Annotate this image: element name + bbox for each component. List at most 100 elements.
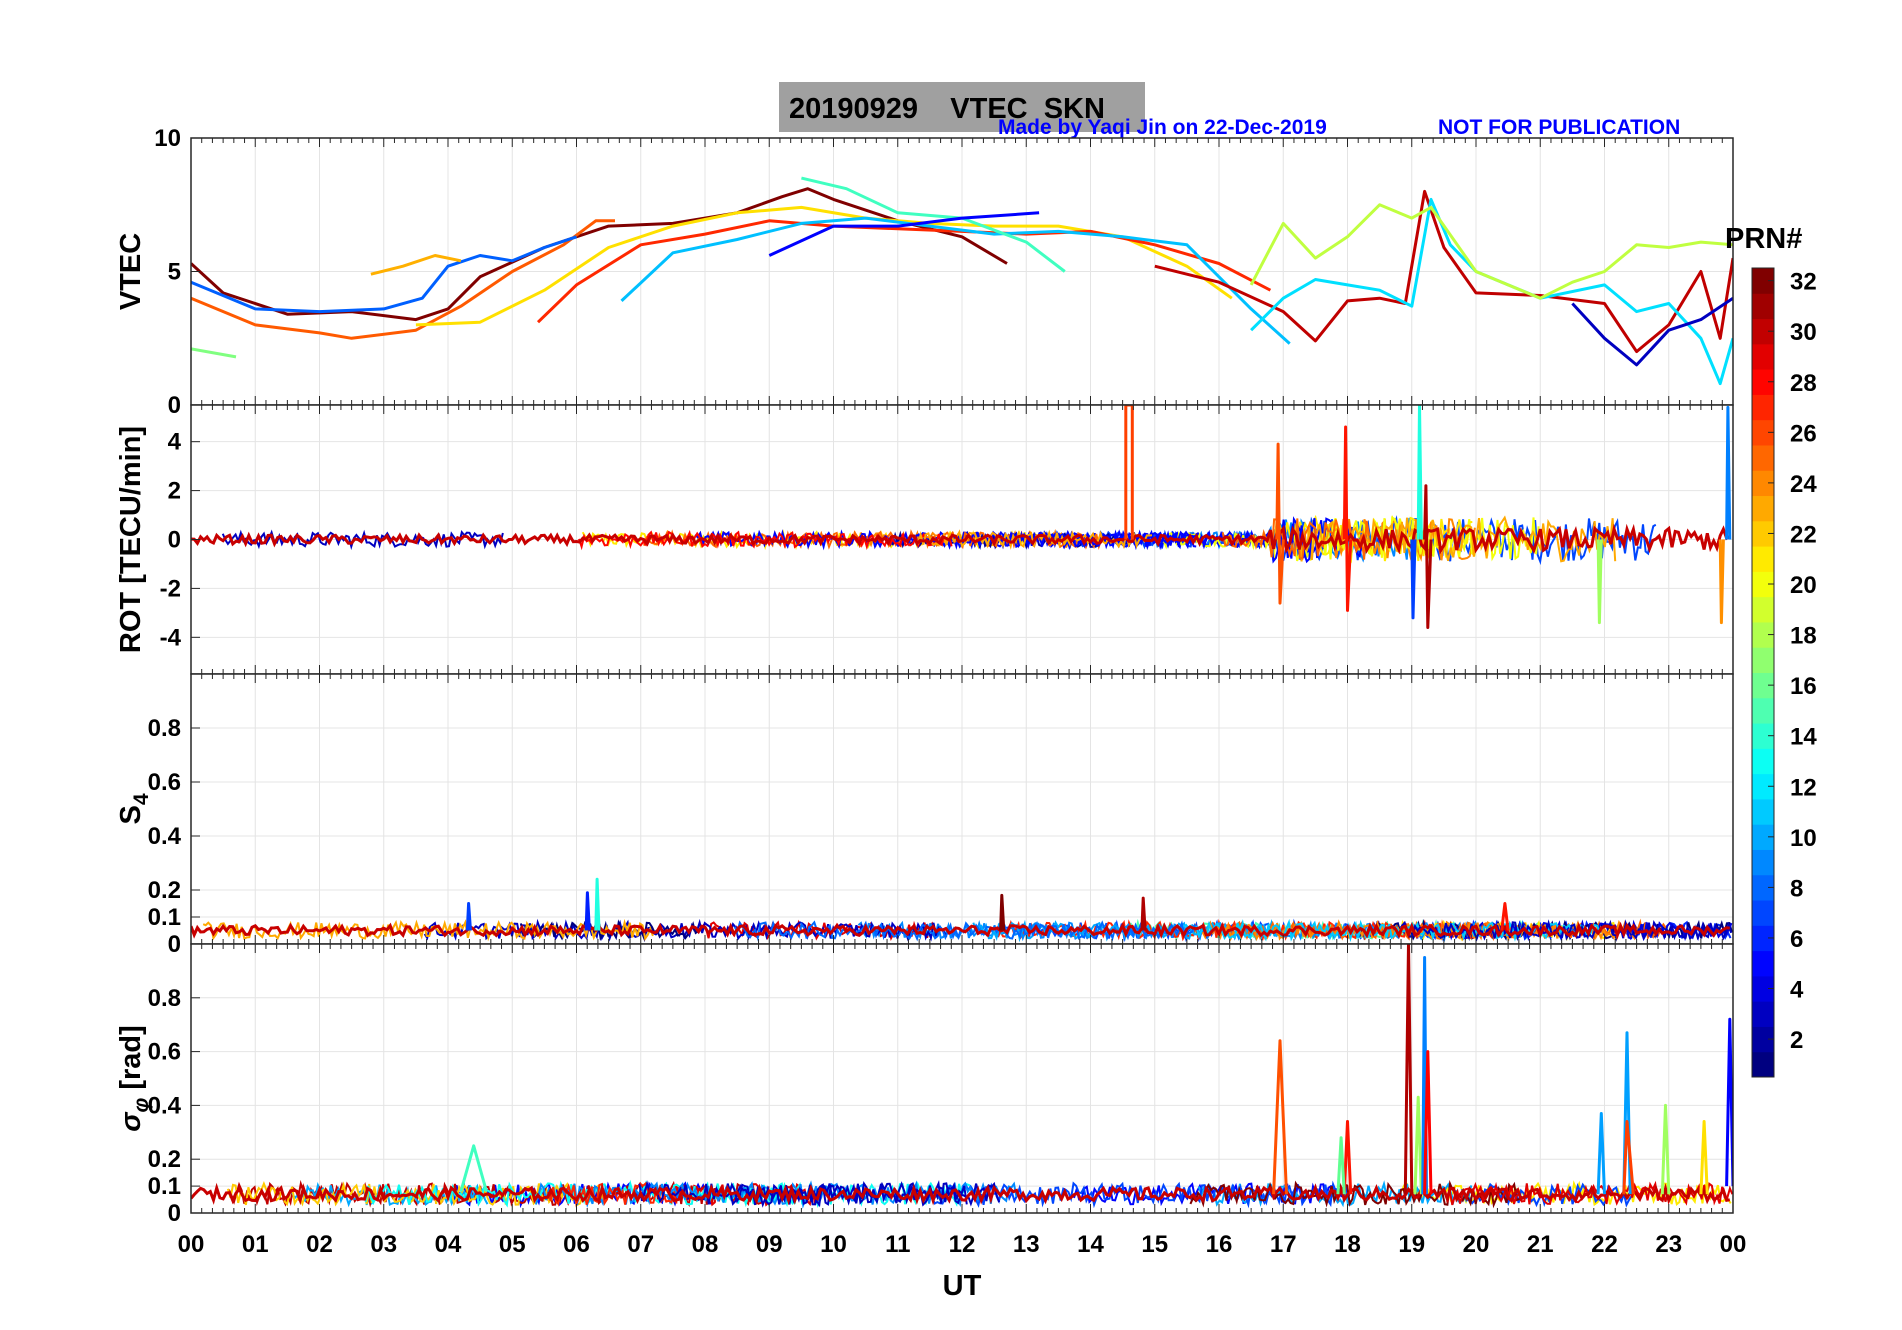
- panel-sigma_phi: 00.10.2 0.4 0.6 0.8 σφ [rad]: [115, 943, 1734, 1227]
- colorbar-swatch: [1752, 798, 1774, 825]
- y-tick-label: -4: [160, 624, 182, 651]
- y-tick-label: -2: [160, 575, 181, 602]
- y-tick-label: 0: [168, 392, 181, 419]
- colorbar-swatch: [1752, 571, 1774, 598]
- title-box: [779, 82, 1145, 132]
- series-line-prn-28: [1500, 902, 1510, 931]
- y-tick-label: 0.2: [148, 877, 181, 904]
- colorbar-swatch: [1752, 647, 1774, 673]
- colorbar-tick-label: 2: [1790, 1027, 1803, 1054]
- colorbar-swatch: [1752, 925, 1774, 952]
- noise-trace: [191, 523, 1731, 555]
- data-layer: [191, 877, 1733, 943]
- x-tick-label: 15: [1141, 1231, 1168, 1258]
- x-tick-label: 14: [1077, 1231, 1104, 1258]
- series-line-prn-14: [801, 176, 1066, 273]
- series-line-prn-28: [1423, 1050, 1433, 1195]
- colorbar-swatch: [1752, 318, 1774, 345]
- colorbar-swatch: [1752, 343, 1774, 370]
- series-line-prn-27: [536, 219, 1272, 324]
- colorbar-tick-label: 16: [1790, 673, 1817, 700]
- colorbar-swatch: [1752, 672, 1774, 699]
- colorbar-swatch: [1752, 621, 1774, 648]
- x-tick-label: 07: [627, 1231, 654, 1258]
- colorbar-swatch: [1752, 975, 1774, 1002]
- series-line-prn-22: [370, 254, 462, 276]
- series-line-prn-17: [191, 347, 237, 359]
- series-line-prn-23: [1718, 539, 1725, 625]
- colorbar-tick-label: 20: [1790, 572, 1817, 599]
- y-axis-title: ROT [TECU/min]: [115, 426, 147, 653]
- x-tick-label: 12: [949, 1231, 976, 1258]
- y-axis-title: VTEC: [115, 233, 147, 310]
- colorbar-tick-label: 6: [1790, 926, 1803, 953]
- plot-title: 20190929 VTEC SKN: [789, 93, 1105, 125]
- x-tick-label: 02: [306, 1231, 333, 1258]
- series-line-prn-25: [1275, 442, 1285, 605]
- x-tick-label: 23: [1655, 1231, 1682, 1258]
- series-line-prn-24: [191, 219, 615, 340]
- series-line-prn-16: [1336, 1136, 1346, 1195]
- series-line-prn-31: [1423, 484, 1433, 629]
- x-tick-label: 13: [1013, 1231, 1040, 1258]
- series-line-prn-7: [465, 902, 472, 931]
- y-tick-label: 10: [154, 125, 181, 152]
- x-tick-label: 21: [1527, 1231, 1554, 1258]
- colorbar-swatch: [1752, 824, 1774, 850]
- series-line-prn-5: [768, 211, 1040, 257]
- series-line-prn-19: [1249, 203, 1733, 300]
- colorbar-label: PRN#: [1725, 223, 1802, 255]
- x-tick-label: 09: [756, 1231, 783, 1258]
- colorbar-swatch: [1752, 596, 1774, 623]
- y-tick-label: 0: [168, 1200, 181, 1227]
- series-line-prn-18: [1413, 1095, 1423, 1195]
- noise-trace: [191, 1182, 1731, 1206]
- x-tick-label: 19: [1398, 1231, 1425, 1258]
- colorbar-tick-label: 8: [1790, 875, 1803, 902]
- x-tick-label: 20: [1463, 1231, 1490, 1258]
- y-axis-title: S4: [115, 793, 153, 824]
- colorbar-tick-label: 22: [1790, 521, 1817, 548]
- y-tick-label: 0.8: [148, 985, 181, 1012]
- x-tick-label: 22: [1591, 1231, 1618, 1258]
- y-tick-label: 0: [168, 931, 181, 958]
- colorbar-swatch: [1752, 470, 1774, 497]
- noise-trace: [202, 918, 654, 942]
- x-tick-label: 05: [499, 1231, 526, 1258]
- series-line-prn-11: [620, 216, 1291, 345]
- x-tick-label: 01: [242, 1231, 269, 1258]
- series-line-prn-18: [1596, 539, 1603, 625]
- colorbar-swatch: [1752, 773, 1774, 800]
- series-line-prn-13: [1416, 405, 1423, 540]
- colorbar-swatch: [1752, 293, 1774, 320]
- x-tick-label: 06: [563, 1231, 590, 1258]
- series-line-prn-9: [1725, 405, 1732, 540]
- colorbar-tick-label: 14: [1790, 724, 1817, 751]
- colorbar-swatch: [1752, 1026, 1774, 1053]
- series-line-prn-8: [191, 235, 577, 314]
- series-line-prn-25: [1272, 1039, 1288, 1195]
- x-tick-label: 04: [435, 1231, 462, 1258]
- y-tick-label: 0.8: [148, 715, 181, 742]
- colorbar-swatch: [1752, 1001, 1774, 1027]
- series-line-prn-30: [1154, 189, 1733, 354]
- y-tick-label: 0.1: [148, 904, 181, 931]
- author-credit: Made by Yaqi Jin on 22-Dec-2019: [998, 116, 1327, 139]
- data-layer: [191, 405, 1732, 629]
- colorbar-tick-label: 10: [1790, 825, 1817, 852]
- series-line-prn-14: [459, 1144, 488, 1192]
- y-tick-label: 2: [168, 478, 181, 505]
- x-tick-label: 11: [885, 1231, 910, 1258]
- colorbar-tick-label: 26: [1790, 420, 1817, 447]
- colorbar-swatch: [1752, 723, 1774, 749]
- colorbar-swatch: [1752, 444, 1774, 471]
- data-layer: [191, 944, 1733, 1209]
- colorbar-tick-label: 18: [1790, 623, 1817, 650]
- colorbar-swatch: [1752, 419, 1774, 446]
- x-tick-label: 16: [1206, 1231, 1233, 1258]
- panel-rot: -4 -2 0 2 4 ROT [TECU/min]: [115, 404, 1734, 675]
- y-tick-label: 0.1: [148, 1173, 181, 1200]
- y-axis-title: σφ [rad]: [115, 1025, 153, 1132]
- colorbar-swatch: [1752, 495, 1774, 522]
